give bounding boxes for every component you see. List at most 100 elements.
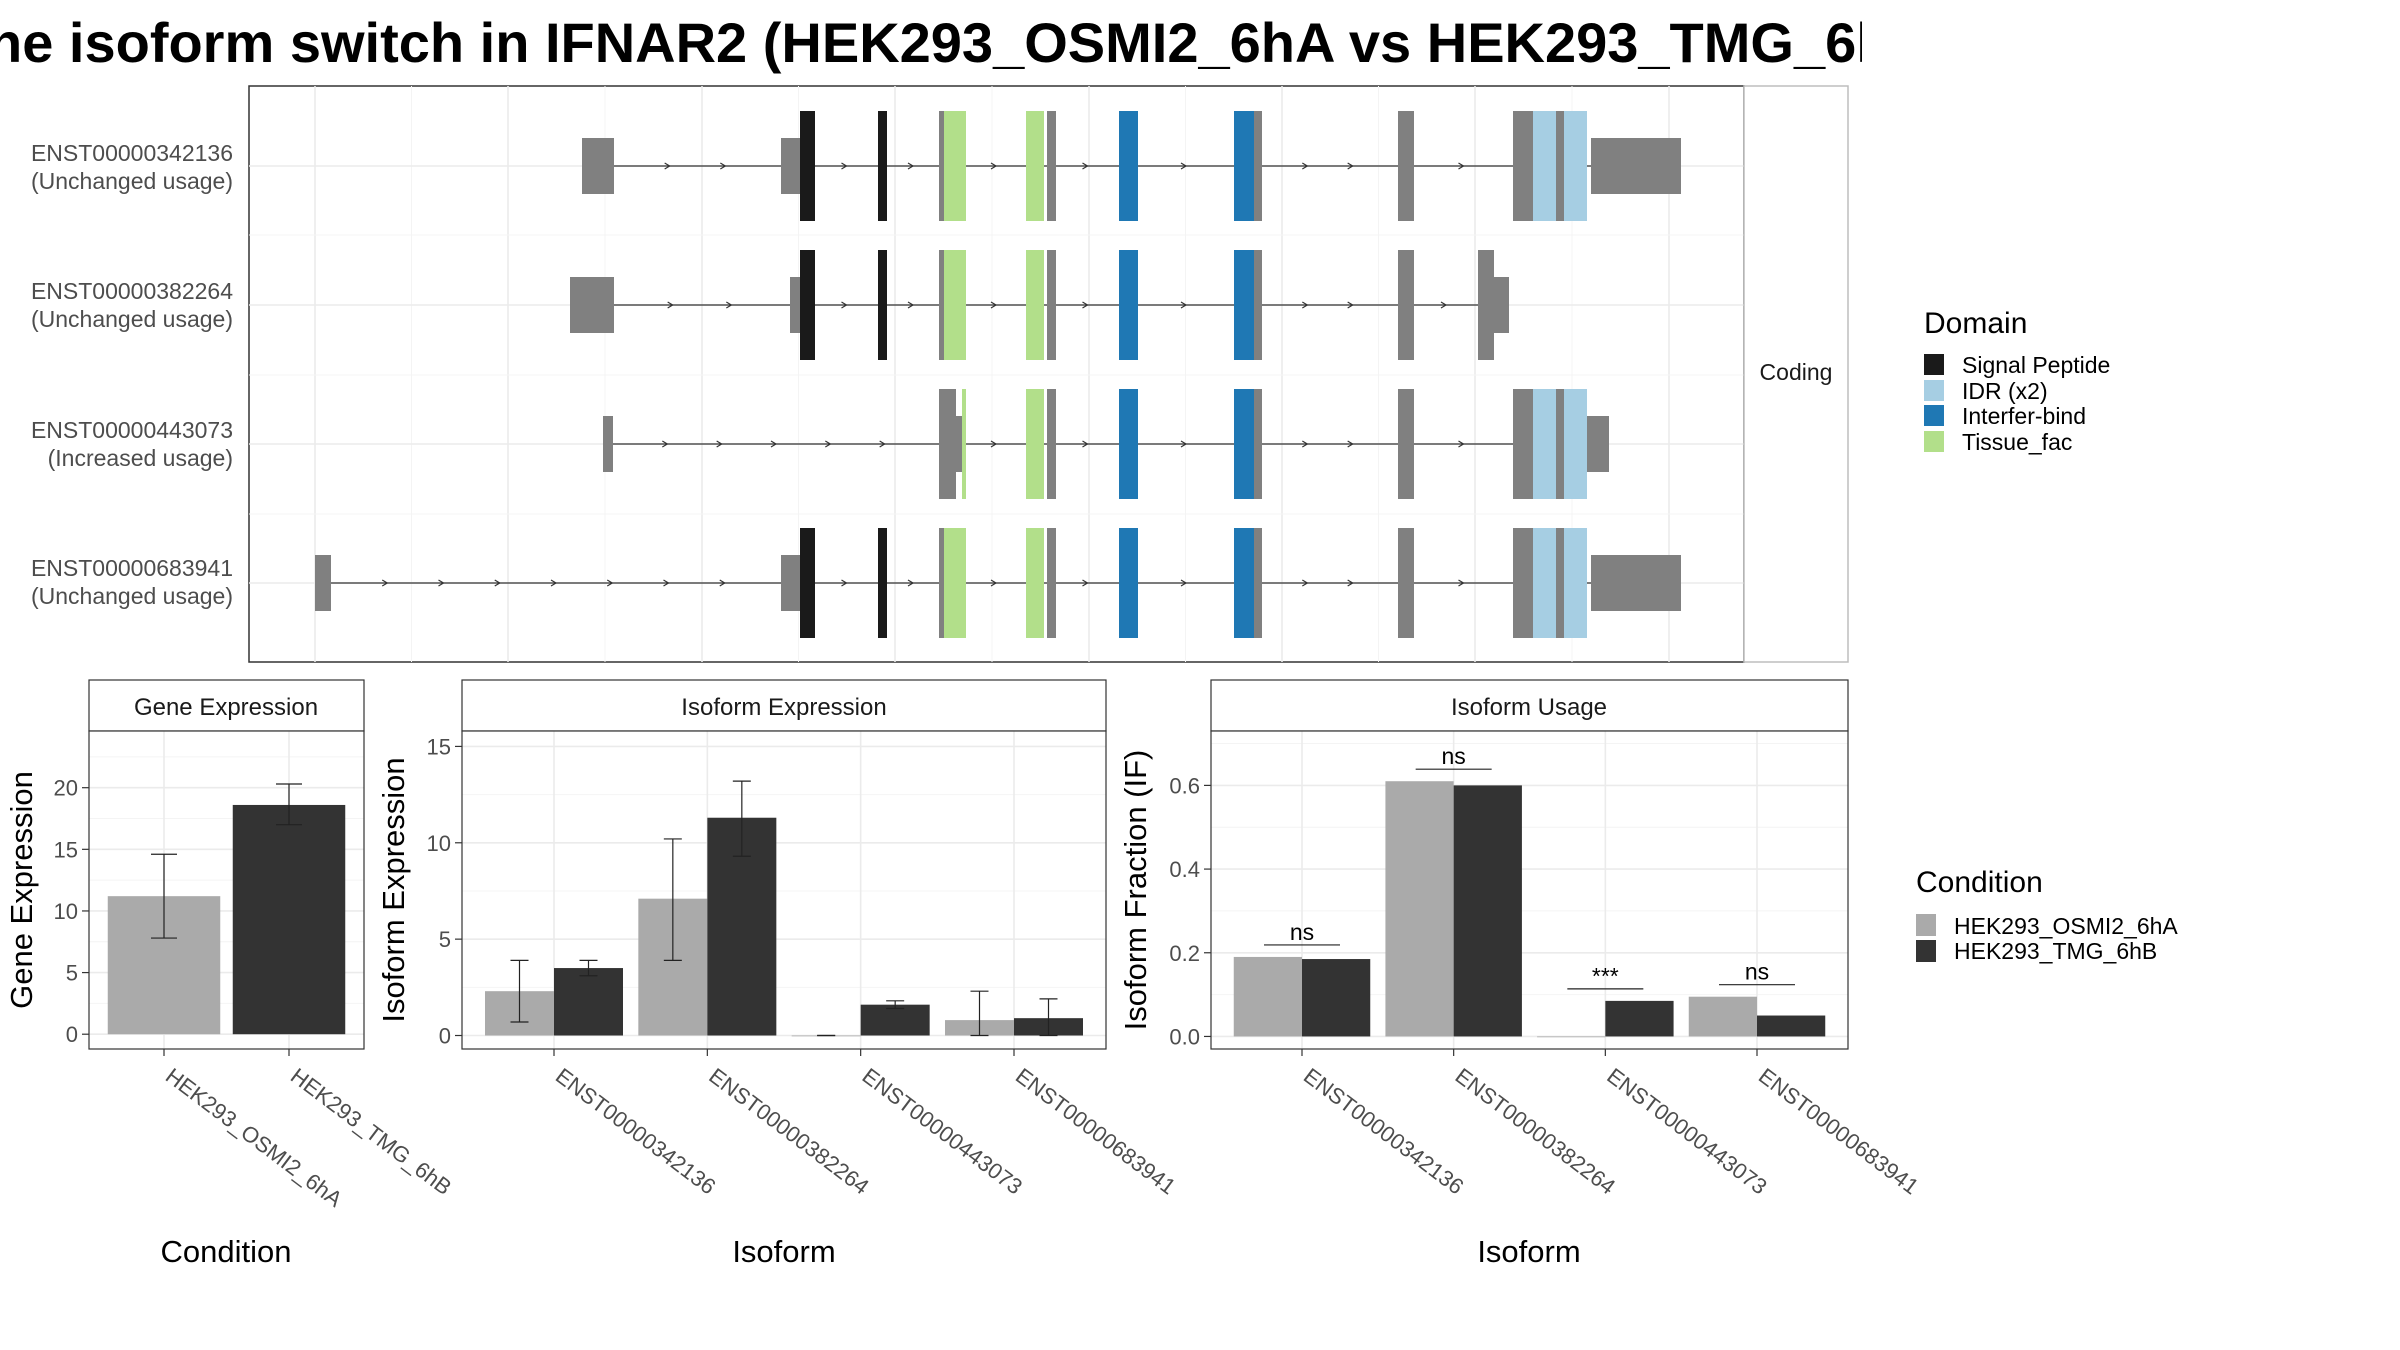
legend-swatch-signal-peptide [1924,354,1944,375]
condition-legend-title: Condition [1916,866,2043,899]
intron-direction-arrow [1082,162,1089,170]
utr-exon [1584,416,1609,472]
intron-direction-arrow [907,162,915,170]
coding-exon [1254,389,1262,499]
x-axis-title: Isoform [732,1234,835,1269]
intron-direction-arrow [719,579,726,587]
y-axis-title: Isoform Expression [376,757,411,1022]
domain-interfer-bind [1234,389,1254,499]
legend-label-tissue-fac: Tissue_fac [1962,429,2072,455]
transcript-label-usage: (Unchanged usage) [31,306,233,332]
coding-exon [1398,111,1414,221]
intron-direction-arrow [716,440,723,448]
intron-direction-arrow [663,579,670,587]
domain-idr [1564,389,1587,499]
coding-exon [1398,528,1414,638]
significance-label: ns [1290,919,1314,945]
y-tick-label: 10 [427,831,451,856]
domain-tissue-fac [944,111,966,221]
intron-direction-arrow [1180,440,1188,448]
domain-idr [1564,528,1587,638]
intron-direction-arrow [1180,301,1188,309]
bar [1605,1000,1674,1037]
gene-expression-bars [107,783,346,1035]
intron-direction-arrow [990,440,998,448]
strip-coding-background [1743,85,1849,663]
legend-swatch-condition-a [1916,914,1936,936]
intron-direction-arrow [1458,440,1465,448]
plot-border [461,730,1107,1050]
y-tick-label: 10 [54,899,78,924]
panel-title: Isoform Expression [681,694,886,721]
bar [1757,1015,1826,1037]
intron-direction-arrow [606,579,614,587]
legend-label-condition-a: HEK293_OSMI2_6hA [1954,913,2178,939]
intron-direction-arrow [494,579,501,587]
legend-label-condition-b: HEK293_TMG_6hB [1954,938,2157,964]
coding-exon [1047,250,1056,360]
intron-direction-arrow [907,579,915,587]
bar [1302,959,1371,1037]
transcript-label-id: ENST00000443073 [31,417,233,443]
intron-direction-arrow [1347,579,1354,587]
y-tick-label: 5 [66,961,78,986]
x-tick-label: ENST00000342136 [551,1063,720,1199]
coding-exon [1478,250,1494,360]
intron-direction-arrow [1180,162,1188,170]
coding-exon [1254,250,1262,360]
x-axis-title: Condition [161,1234,292,1269]
bar [232,804,346,1035]
intron-direction-arrow [990,301,998,309]
transcript-label-id: ENST00000683941 [31,555,233,581]
bar [1453,785,1522,1037]
intron-direction-arrow [1082,440,1089,448]
bar [1537,1036,1606,1038]
intron-direction-arrow [720,162,727,170]
legend-swatch-tissue-fac [1924,431,1944,452]
bar [1385,781,1454,1037]
domain-signal-peptide [878,111,887,221]
panel-title: Gene Expression [134,694,318,721]
y-axis-title: Gene Expression [4,771,39,1009]
transcript-label-id: ENST00000382264 [31,278,233,304]
intron-direction-arrow [1347,301,1354,309]
panel-strip [88,679,365,732]
domain-idr [1564,111,1587,221]
domain-interfer-bind [1119,111,1138,221]
intron-direction-arrow [907,301,915,309]
utr-exon [582,138,614,194]
legend-swatch-interfer-bind [1924,405,1944,426]
utr-exon [315,555,331,611]
y-tick-label: 0.6 [1169,773,1200,798]
coding-exon [1047,528,1056,638]
y-axis-title: Isoform Fraction (IF) [1118,750,1153,1031]
y-tick-label: 15 [427,734,451,759]
utr-exon [570,277,614,333]
domain-legend: Domain Signal Peptide IDR (x2) Interfer-… [1924,307,2110,455]
isoform-expression-bars [485,780,1083,1037]
intron-direction-arrow [550,579,558,587]
utr-exon [603,416,613,472]
legend-swatch-idr [1924,380,1944,401]
y-tick-label: 0 [66,1022,78,1047]
plot-border [1210,730,1849,1050]
intron-direction-arrow [726,301,733,309]
x-tick-label: ENST00000443073 [858,1063,1027,1199]
bar [860,1004,930,1036]
isoform-expression-panel: Isoform Expression 0 5 10 15 ENST00000342136… [376,679,1180,1269]
transcript-label-usage: (Unchanged usage) [31,583,233,609]
transcript-panel-background [248,85,1745,663]
y-tick-label: 0.4 [1169,857,1200,882]
intron-direction-arrow [438,579,445,587]
utr-exon [1591,555,1681,611]
domain-legend-title: Domain [1924,307,2027,340]
intron-direction-arrow [841,579,848,587]
domain-interfer-bind [1119,528,1138,638]
intron-direction-arrow [1440,301,1448,309]
coding-exon [1254,528,1262,638]
plot-border [88,730,365,1050]
domain-tissue-fac [944,528,966,638]
panel-title: Isoform Usage [1451,694,1607,721]
intron-direction-arrow [1302,579,1309,587]
coding-exon [1047,389,1056,499]
